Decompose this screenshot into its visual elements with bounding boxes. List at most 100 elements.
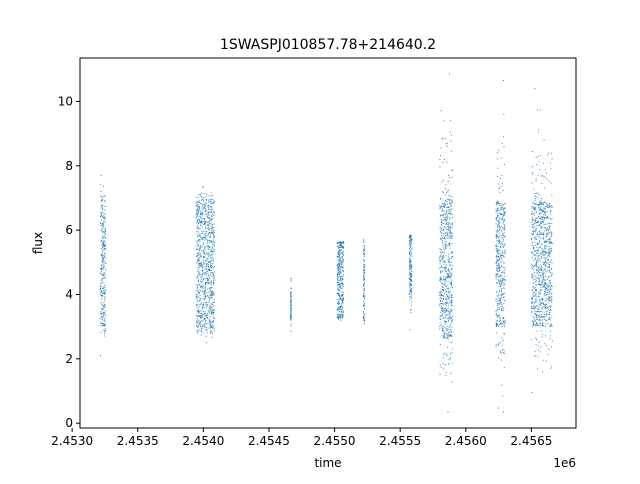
data-point — [535, 322, 537, 324]
data-point — [450, 310, 452, 312]
data-point — [442, 219, 444, 221]
data-point — [200, 214, 202, 216]
data-point — [444, 268, 446, 270]
data-point — [447, 224, 449, 226]
data-point — [451, 342, 453, 344]
data-point — [290, 319, 292, 321]
data-point — [409, 259, 411, 261]
data-point — [501, 174, 503, 176]
data-point — [206, 260, 208, 262]
data-point — [290, 307, 292, 309]
data-point — [363, 282, 365, 284]
data-point — [342, 265, 344, 267]
data-point — [539, 292, 541, 294]
data-point — [444, 352, 446, 354]
data-point — [535, 262, 537, 264]
data-point — [501, 206, 503, 208]
data-point — [102, 329, 104, 331]
data-point — [446, 277, 448, 279]
data-point — [102, 315, 104, 317]
data-point — [541, 234, 543, 236]
data-point — [203, 291, 205, 293]
data-point — [546, 232, 548, 234]
data-point — [442, 325, 444, 327]
data-point — [196, 332, 198, 334]
data-point — [210, 269, 212, 271]
data-point — [445, 320, 447, 322]
data-point — [539, 277, 541, 279]
data-point — [540, 290, 542, 292]
data-point — [499, 235, 501, 237]
data-point — [211, 215, 213, 217]
data-point — [211, 276, 213, 278]
data-point — [103, 323, 105, 325]
data-point — [104, 236, 106, 238]
data-point — [199, 300, 201, 302]
data-point — [290, 277, 292, 279]
data-point — [203, 302, 205, 304]
data-point — [104, 328, 106, 330]
data-point — [443, 227, 445, 229]
data-point — [442, 247, 444, 249]
data-point — [548, 226, 550, 228]
data-point — [203, 250, 205, 252]
data-point — [549, 267, 551, 269]
data-point — [503, 113, 505, 115]
data-point — [204, 278, 206, 280]
data-point — [196, 255, 198, 257]
data-point — [195, 245, 197, 247]
data-point — [542, 214, 544, 216]
data-point — [337, 241, 339, 243]
data-point — [336, 274, 338, 276]
data-point — [200, 334, 202, 336]
data-point — [212, 293, 214, 295]
data-point — [532, 290, 534, 292]
data-point — [337, 256, 339, 258]
data-point — [339, 249, 341, 251]
data-point — [104, 195, 106, 197]
data-point — [441, 328, 443, 330]
data-point — [100, 212, 102, 214]
data-point — [501, 213, 503, 215]
data-point — [449, 201, 451, 203]
data-point — [104, 303, 106, 305]
data-point — [202, 239, 204, 241]
data-point — [210, 303, 212, 305]
data-point — [103, 308, 105, 310]
data-point — [210, 240, 212, 242]
data-point — [503, 283, 505, 285]
data-point — [340, 295, 342, 297]
data-point — [201, 222, 203, 224]
data-point — [452, 256, 454, 258]
data-point — [448, 336, 450, 338]
data-point — [540, 289, 542, 291]
data-point — [341, 257, 343, 259]
data-point — [450, 317, 452, 319]
data-point — [542, 323, 544, 325]
data-point — [496, 235, 498, 237]
data-point — [337, 276, 339, 278]
data-point — [442, 255, 444, 257]
data-point — [104, 330, 106, 332]
data-point — [533, 227, 535, 229]
data-point — [290, 303, 292, 305]
data-point — [451, 352, 453, 354]
data-point — [503, 350, 505, 352]
data-point — [203, 253, 205, 255]
data-point — [208, 214, 210, 216]
data-point — [547, 254, 549, 256]
data-point — [445, 227, 447, 229]
data-point — [337, 294, 339, 296]
data-point — [533, 307, 535, 309]
data-point — [439, 325, 441, 327]
data-point — [498, 242, 500, 244]
data-point — [198, 257, 200, 259]
data-point — [500, 293, 502, 295]
data-point — [550, 286, 551, 288]
data-point — [501, 294, 503, 296]
data-point — [531, 245, 533, 247]
data-point — [449, 243, 451, 245]
data-point — [444, 245, 446, 247]
data-point — [198, 315, 200, 317]
data-point — [209, 324, 211, 326]
